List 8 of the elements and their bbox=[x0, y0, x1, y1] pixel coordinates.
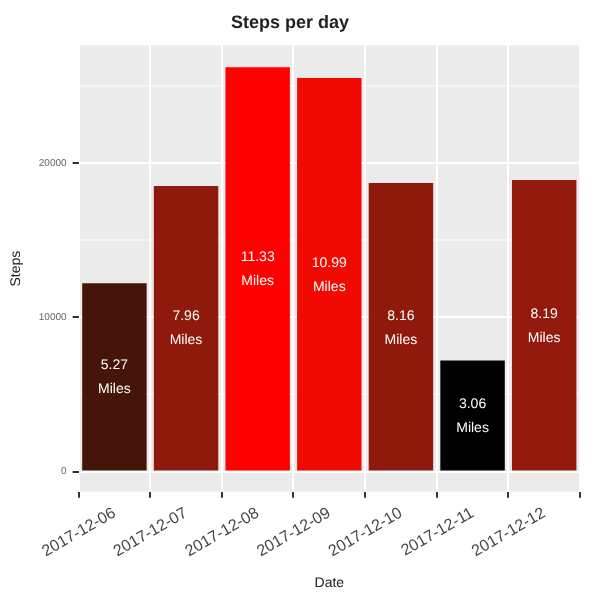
bar bbox=[440, 360, 505, 471]
bar bbox=[153, 186, 219, 471]
chart-title: Steps per day bbox=[230, 11, 350, 32]
bar bbox=[511, 179, 577, 471]
bar bbox=[368, 182, 434, 471]
bar bbox=[297, 78, 362, 471]
bar bbox=[82, 283, 147, 471]
bar bbox=[225, 67, 290, 471]
